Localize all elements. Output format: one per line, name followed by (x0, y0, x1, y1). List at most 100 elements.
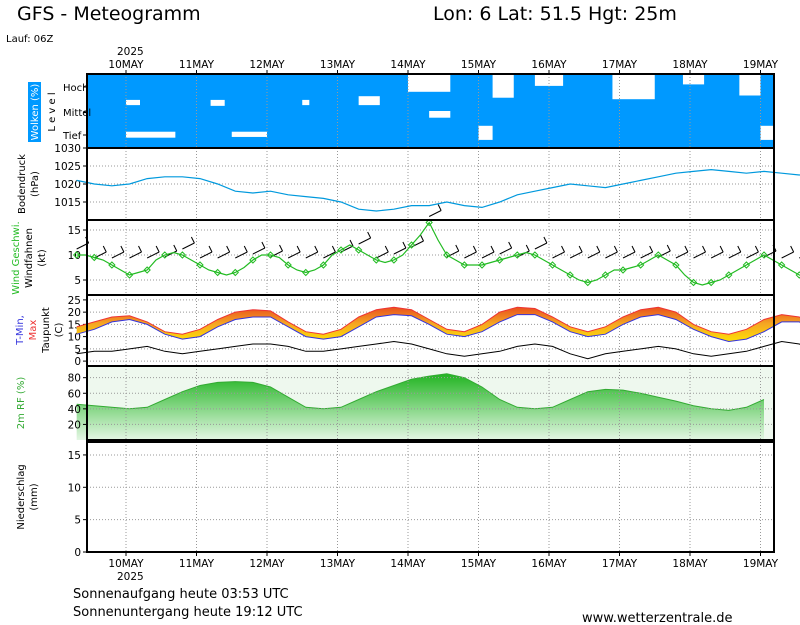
day-label-bottom: 10MAY (108, 558, 144, 570)
wind-marker (407, 241, 416, 249)
cloud-gap (739, 74, 761, 96)
wind-barb (675, 251, 689, 259)
cloud-gap (492, 74, 514, 98)
cloud-gap (760, 125, 786, 140)
pressure-ytick-label: 1030 (54, 143, 81, 155)
wind-ytick-label: 15 (68, 225, 81, 237)
day-label-top: 19MAY (743, 59, 779, 71)
temp-ylabel: T-Min, (15, 315, 26, 346)
pressure-ytick-label: 1020 (54, 179, 81, 191)
wind-frame (86, 219, 775, 296)
precip-frame (86, 441, 775, 553)
wind-barb-feather (649, 245, 654, 253)
wind-barb (534, 242, 548, 250)
wind-barb (552, 251, 565, 259)
temp-ylabel: (C) (54, 323, 65, 338)
wind-barb (305, 251, 318, 259)
wind-barb-feather (472, 245, 477, 253)
wind-barb-feather (138, 245, 142, 253)
wind-marker (584, 278, 592, 287)
wind-barb-feather (613, 245, 618, 253)
cloud-level-0: Hoch (63, 83, 88, 94)
wind-barb-feather (684, 245, 689, 253)
website-link[interactable]: www.wetterzentrale.de (582, 611, 732, 625)
wind-marker (619, 266, 627, 274)
wind-barb-feather (754, 245, 759, 253)
cloud-gap (612, 74, 655, 100)
wind-barb (693, 251, 706, 259)
wind-marker (108, 261, 116, 269)
wind-marker (390, 256, 398, 264)
wind-barb-feather (155, 245, 160, 253)
temp-ytick-label: 20 (68, 307, 81, 319)
wind-barb (358, 237, 371, 245)
cloud-level-label: L e v e l (47, 92, 58, 131)
day-label-top: 13MAY (320, 59, 356, 71)
cloud-gap (534, 74, 564, 86)
wind-marker (161, 251, 169, 259)
cloud-level-2: Tief (62, 131, 82, 142)
wind-barb-feather (578, 245, 583, 253)
wind-barb (182, 242, 195, 250)
cloud-ylabel: Wolken (%) (30, 84, 41, 141)
wind-barb-feather (508, 241, 513, 249)
wind-marker (72, 251, 81, 259)
wind-marker (725, 271, 733, 279)
dewpoint-line (76, 340, 800, 360)
wind-barb-feather (384, 245, 389, 253)
precip-ylabel: (mm) (29, 483, 40, 510)
wind-barb-feather (402, 241, 407, 249)
chart-title: GFS - Meteogramm (17, 3, 201, 25)
wind-marker (777, 261, 786, 269)
wind-marker (90, 253, 98, 262)
wind-marker (266, 251, 275, 259)
hum-ytick-label: 40 (68, 404, 81, 416)
temp-ytick-label: 0 (74, 356, 81, 368)
day-label-top: 17MAY (602, 59, 638, 71)
wind-barb-feather (455, 244, 460, 252)
wind-barb (376, 251, 389, 259)
wind-marker (548, 261, 557, 269)
location-info: Lon: 6 Lat: 51.5 Hgt: 25m (433, 3, 677, 25)
wind-ylabel: (kt) (37, 249, 48, 267)
wind-barb (323, 251, 336, 259)
wind-barb (235, 251, 248, 259)
wind-marker (372, 256, 380, 264)
hum-ytick-label: 80 (68, 373, 81, 385)
wind-barb-feather (261, 241, 266, 249)
pressure-ytick-label: 1025 (54, 161, 81, 173)
wind-barb-feather (719, 245, 724, 253)
day-label-top: 10MAY (108, 59, 144, 71)
wind-marker (795, 271, 800, 279)
wind-barb-feather (437, 204, 442, 211)
day-label-bottom: 17MAY (602, 558, 638, 570)
hum-ytick-label: 60 (68, 388, 81, 400)
day-label-bottom: 16MAY (531, 558, 567, 570)
day-label-top: 14MAY (390, 59, 426, 71)
cloud-gap (429, 111, 451, 118)
temp-ylabel: Taupunkt (41, 307, 52, 354)
day-label-bottom: 11MAY (179, 558, 215, 570)
wind-barb (710, 251, 724, 259)
wind-marker (760, 251, 768, 259)
wind-marker (178, 251, 187, 259)
wind-marker (742, 261, 751, 269)
wind-marker (249, 256, 257, 264)
day-label-bottom: 12MAY (249, 558, 285, 570)
wind-barb (481, 251, 495, 259)
wind-barb-feather (102, 245, 107, 253)
precip-ytick-label: 10 (68, 482, 81, 494)
wind-barb-feather (190, 236, 195, 244)
day-label-bottom: 13MAY (320, 558, 356, 570)
wind-barb (252, 247, 266, 255)
wind-barb (728, 251, 741, 259)
wind-marker (196, 261, 204, 269)
wind-marker (231, 268, 239, 277)
panels: 10MAY 10MAY 11MAY 11MAY 12MAY 12MAY 13MAY 13MAY… (11, 59, 800, 570)
wind-speed-line (76, 221, 800, 286)
tmax-line (76, 306, 800, 335)
wind-barb-feather (173, 244, 178, 252)
wind-marker (443, 251, 451, 259)
day-label-bottom: 15MAY (461, 558, 497, 570)
sunset-text: Sonnenuntergang heute 19:12 UTC (73, 605, 303, 620)
